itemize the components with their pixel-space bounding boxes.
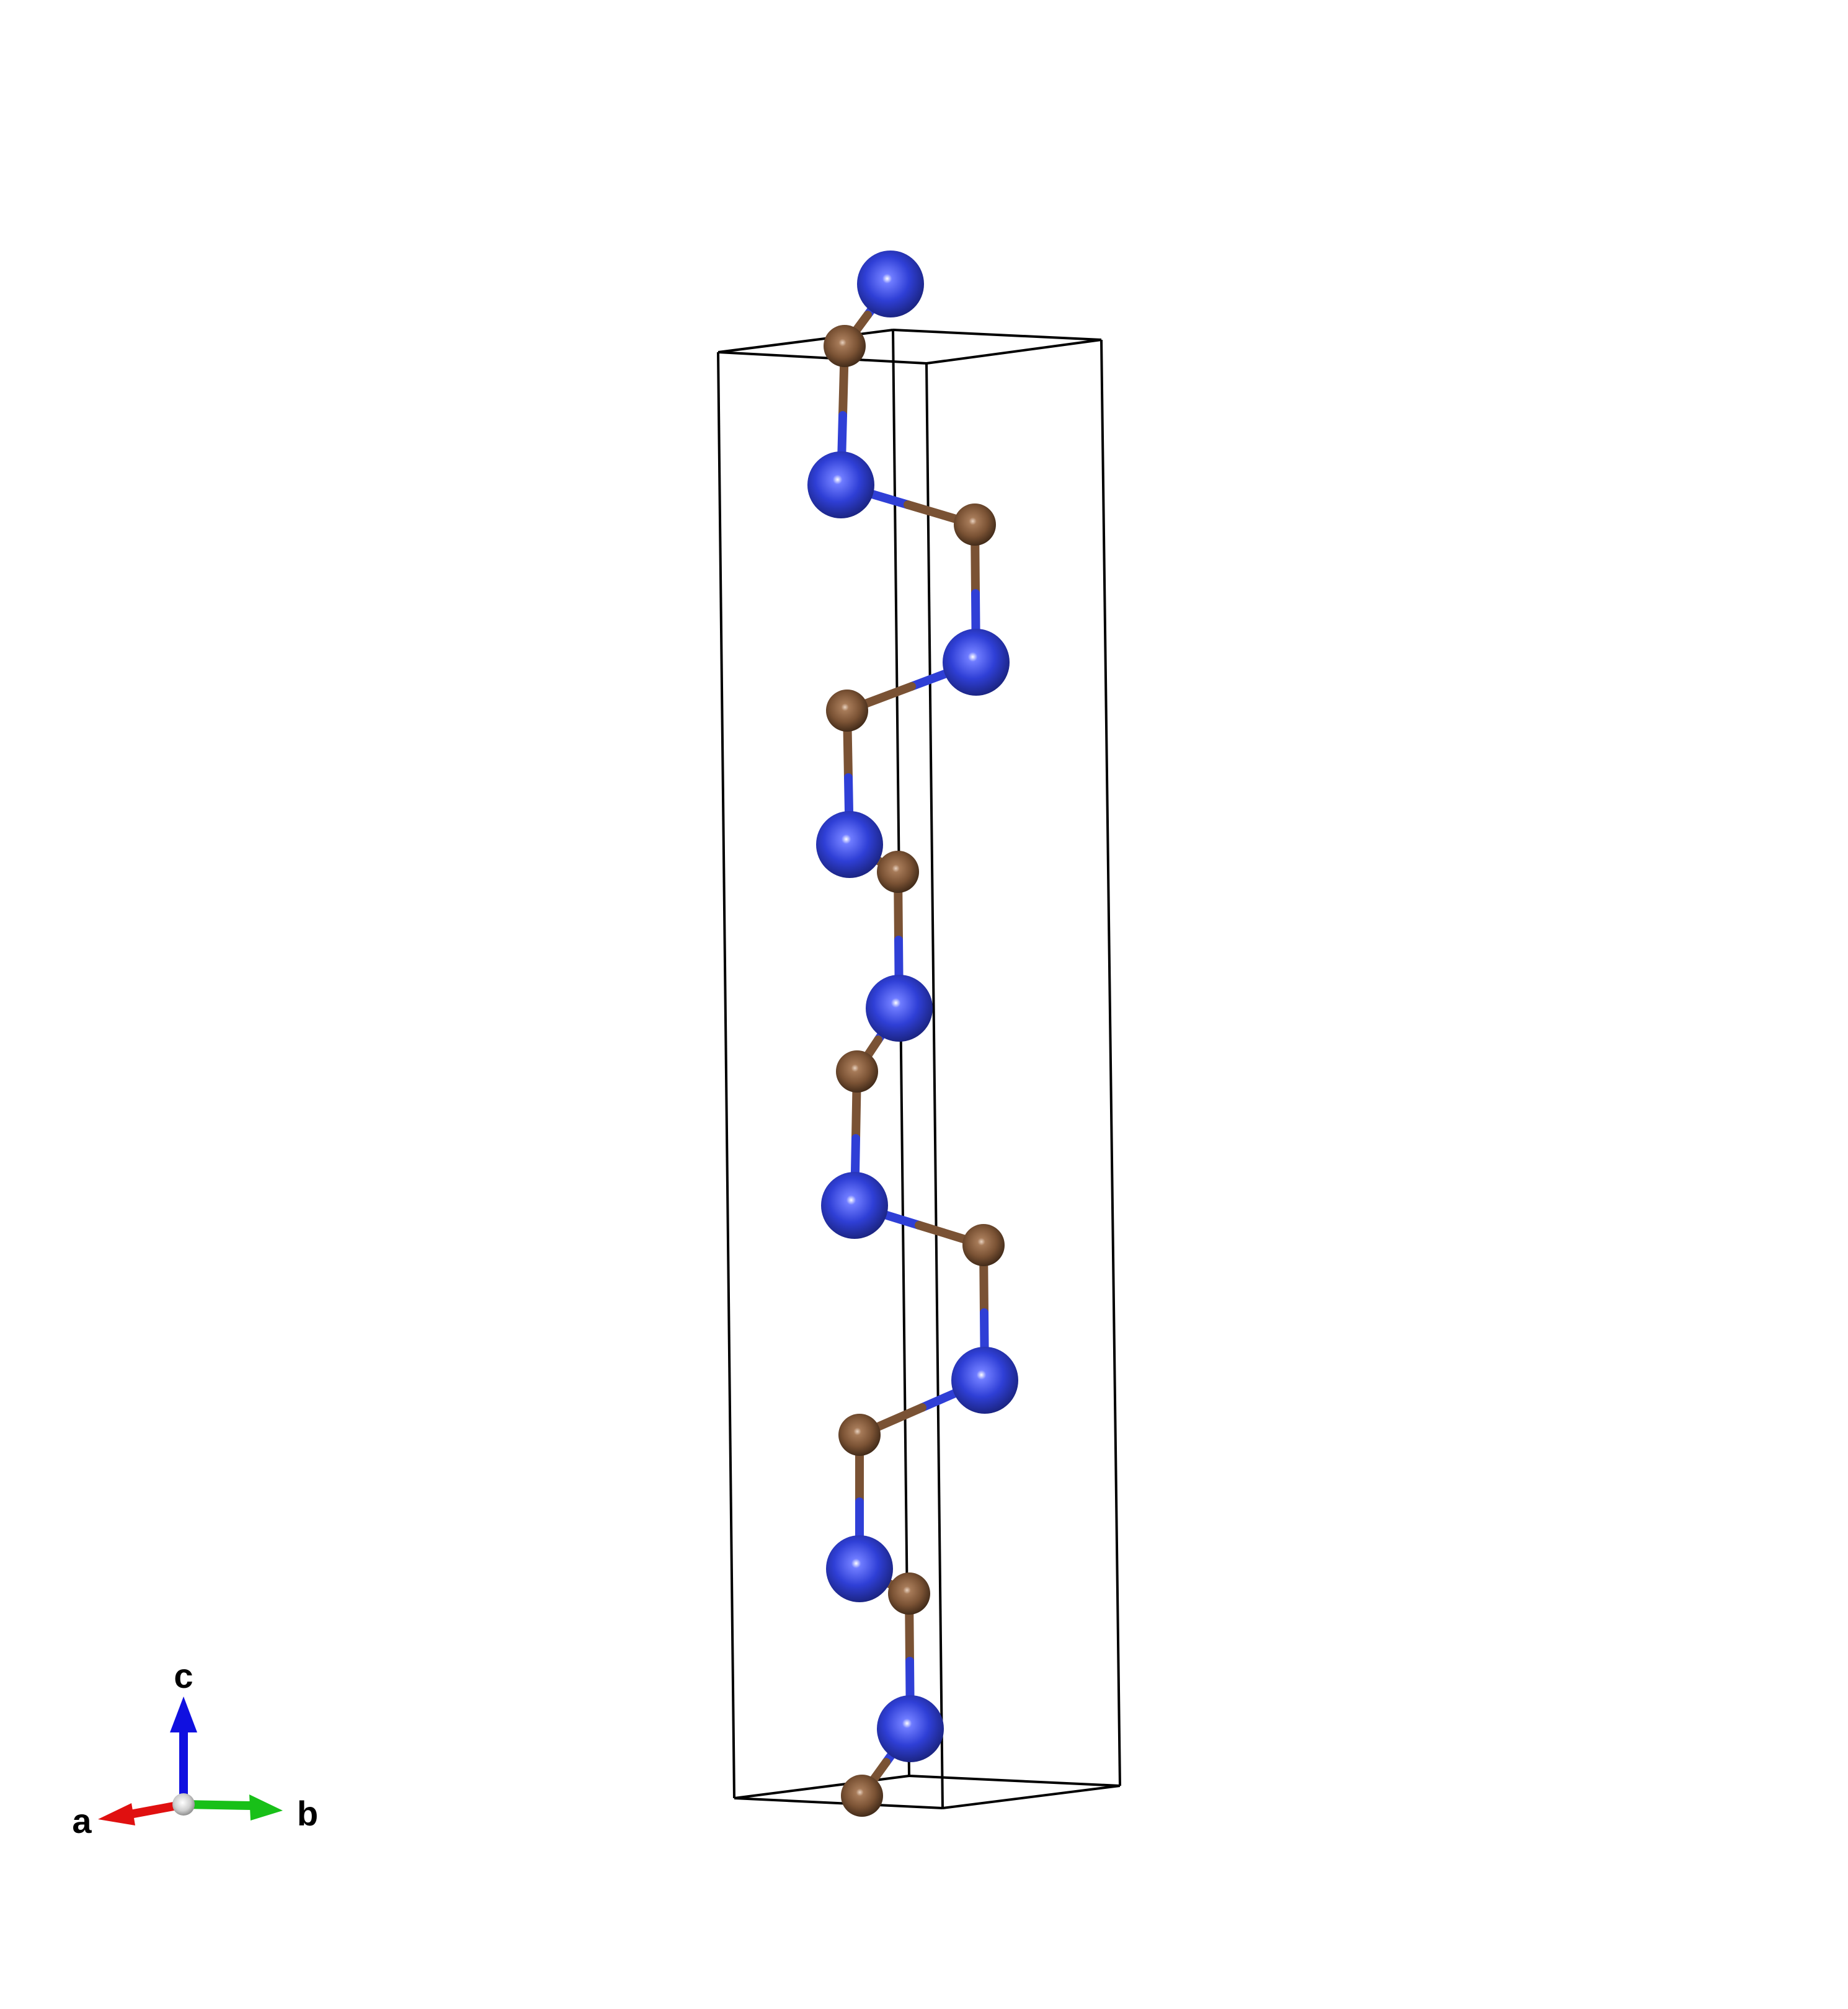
b-axis-arrowhead	[249, 1794, 283, 1821]
c-axis-label: c	[174, 1656, 193, 1695]
cell-edge	[717, 351, 927, 365]
atom-brown	[838, 1414, 881, 1456]
atoms	[807, 251, 1018, 1817]
cell-edge	[925, 363, 944, 1809]
atom-blue	[857, 251, 924, 317]
cell-edge	[734, 1775, 910, 1799]
cell-edge	[717, 329, 894, 353]
axis-indicator: c a b	[72, 1656, 318, 1840]
cell-edge	[892, 329, 910, 1776]
unit-cell	[717, 329, 1121, 1809]
atom-brown	[962, 1224, 1005, 1266]
cell-edge	[1100, 339, 1121, 1786]
atom-blue	[826, 1535, 893, 1602]
a-axis-arrowhead	[98, 1803, 135, 1825]
b-axis-shaft	[183, 1800, 251, 1810]
b-axis-label: b	[297, 1794, 318, 1833]
atom-blue	[816, 811, 883, 878]
atom-brown	[877, 851, 919, 893]
atom-brown	[954, 503, 996, 546]
cell-edge	[942, 1785, 1121, 1809]
a-axis-label: a	[72, 1801, 92, 1840]
atom-brown	[824, 325, 866, 367]
atom-brown	[836, 1050, 878, 1093]
cell-edge	[717, 352, 735, 1799]
atom-blue	[951, 1347, 1018, 1414]
cell-edge	[892, 329, 1102, 341]
atom-blue	[943, 629, 1010, 696]
cell-edge	[926, 339, 1102, 365]
cell-edge	[908, 1775, 1121, 1787]
atom-blue	[866, 975, 933, 1042]
atom-blue	[877, 1695, 944, 1762]
atom-brown	[826, 690, 868, 732]
atom-blue	[821, 1172, 888, 1239]
atom-blue	[807, 451, 874, 518]
axis-origin	[172, 1793, 195, 1816]
cell-edge	[734, 1797, 943, 1809]
atom-brown	[841, 1775, 883, 1817]
c-axis-arrowhead	[170, 1696, 197, 1732]
atom-brown	[888, 1572, 930, 1615]
